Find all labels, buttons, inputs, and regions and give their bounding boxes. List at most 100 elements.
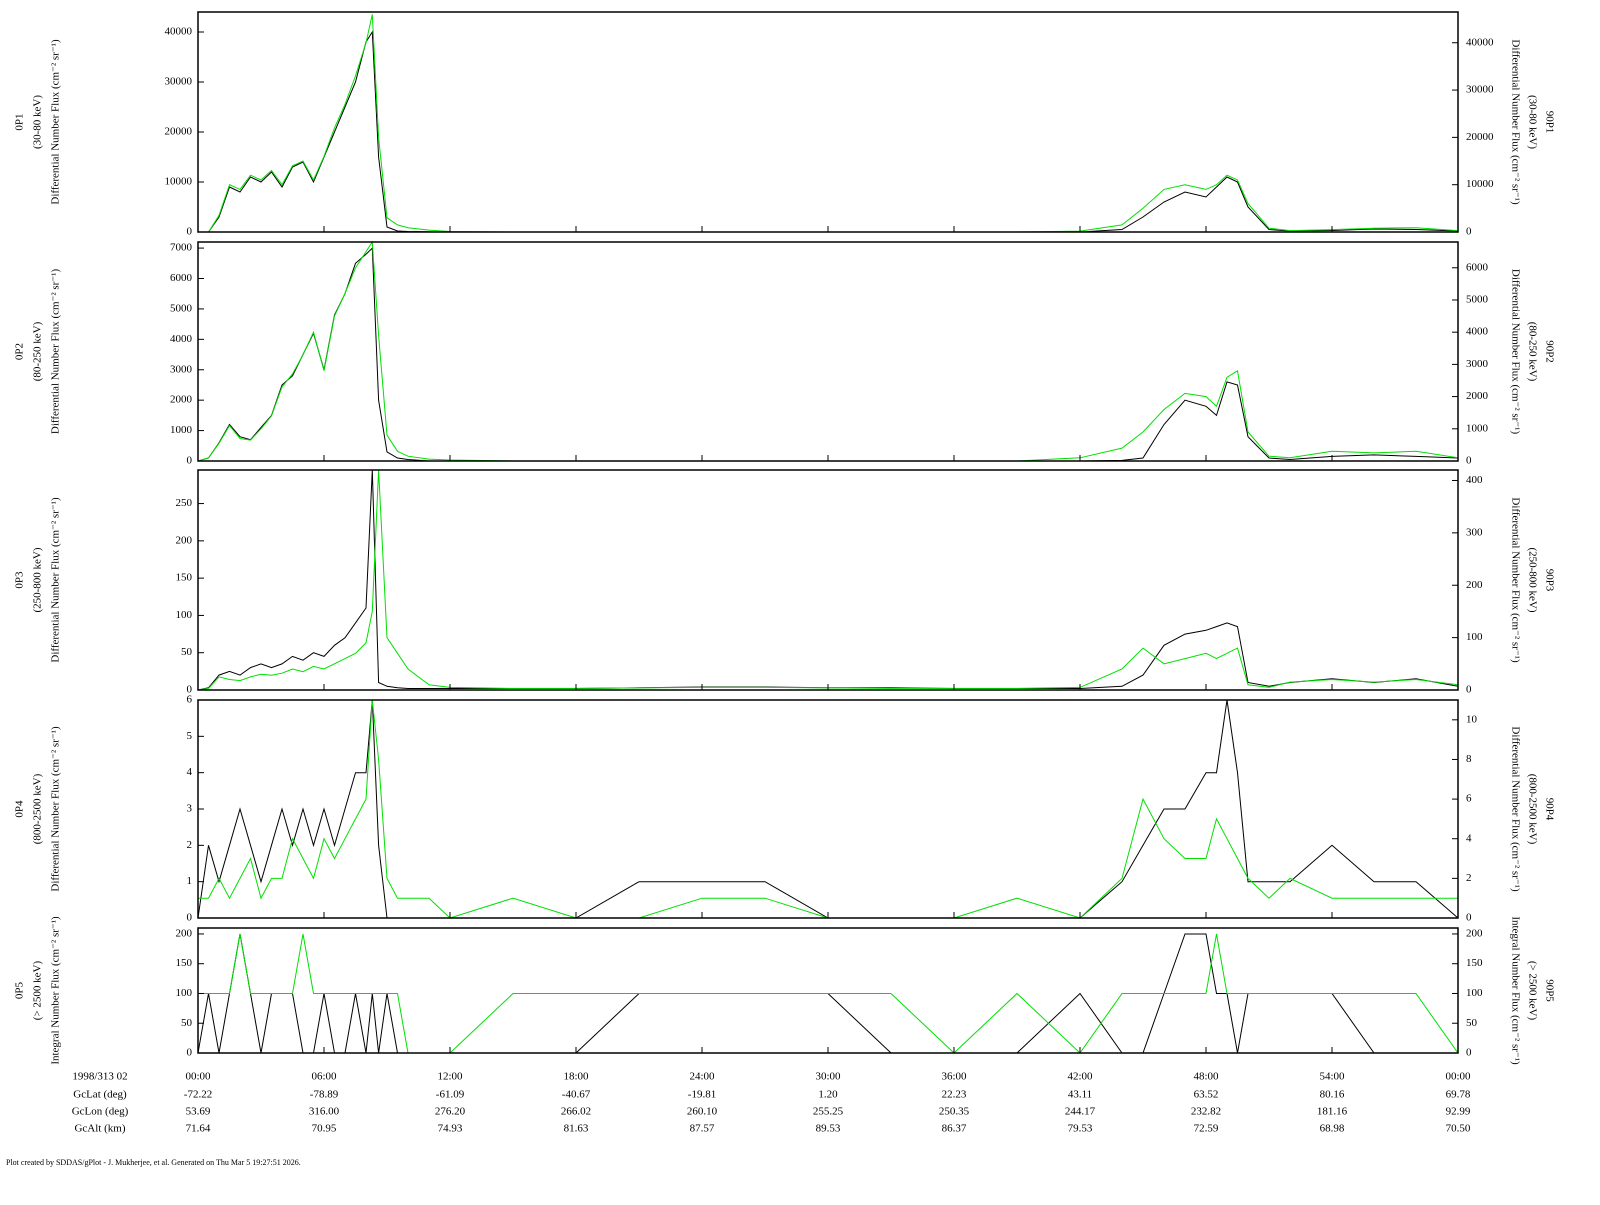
ephemeris-value: 80.16 xyxy=(1320,1089,1345,1101)
plot-frame xyxy=(197,11,1459,233)
y2-tick-label: 10000 xyxy=(1466,178,1494,190)
footer: Plot created by SDDAS/gPlot - J. Mukherj… xyxy=(6,1158,301,1167)
ephemeris-label: GcAlt (km) xyxy=(74,1123,125,1135)
y-tick-label: 3 xyxy=(187,803,193,815)
y-axis-label: (80-250 keV) xyxy=(32,321,44,381)
plot-frame xyxy=(197,241,1459,462)
y2-tick-label: 0 xyxy=(1466,226,1472,238)
ephemeris-value: 22.23 xyxy=(942,1089,967,1101)
ephemeris-value: 43.11 xyxy=(1068,1089,1092,1101)
y-axis-label: Differential Number Flux (cm⁻² sr⁻¹) xyxy=(50,269,62,435)
y-tick-label: 150 xyxy=(176,957,193,969)
y-tick-label: 5000 xyxy=(170,302,193,314)
x-tick-label: 30:00 xyxy=(815,1071,841,1083)
y-axis-label: (800-2500 keV) xyxy=(32,773,44,844)
y2-axis-label: 90P3 xyxy=(1543,569,1555,592)
ephemeris-value: 232.82 xyxy=(1191,1106,1221,1118)
y-tick-label: 20000 xyxy=(165,126,193,138)
y-tick-label: 1 xyxy=(187,875,193,887)
ephemeris-value: 255.25 xyxy=(813,1106,844,1118)
ephemeris-value: 81.63 xyxy=(564,1123,589,1135)
y-tick-label: 30000 xyxy=(165,76,193,88)
ephemeris-value: 181.16 xyxy=(1317,1106,1348,1118)
x-tick-label: 54:00 xyxy=(1319,1071,1345,1083)
ephemeris-value: 87.57 xyxy=(690,1123,715,1135)
ephemeris-value: 53.69 xyxy=(186,1106,211,1118)
y2-tick-label: 40000 xyxy=(1466,36,1494,48)
y2-tick-label: 0 xyxy=(1466,455,1472,467)
y-axis-label: (30-80 keV) xyxy=(32,95,44,149)
y2-tick-label: 30000 xyxy=(1466,84,1494,96)
ephemeris-value: 79.53 xyxy=(1068,1123,1093,1135)
y2-axis-label: 90P1 xyxy=(1543,111,1555,134)
y-tick-label: 2 xyxy=(187,839,193,851)
ephemeris-value: 72.59 xyxy=(1194,1123,1219,1135)
y-axis-label: 0P1 xyxy=(14,113,26,130)
series-line xyxy=(198,933,1458,1053)
x-tick-label: 06:00 xyxy=(311,1071,337,1083)
x-axis-label: 1998/313 02 xyxy=(72,1071,127,1083)
series-line xyxy=(198,699,1458,918)
y-tick-label: 200 xyxy=(176,534,193,546)
ephemeris-value: 266.02 xyxy=(561,1106,591,1118)
y2-tick-label: 8 xyxy=(1466,753,1472,765)
x-tick-label: 48:00 xyxy=(1193,1071,1219,1083)
ephemeris-label: GcLon (deg) xyxy=(72,1106,129,1118)
y2-axis-label: Differential Number Flux (cm⁻² sr⁻¹) xyxy=(1509,726,1521,892)
y-axis-label: 0P5 xyxy=(14,981,26,999)
y2-axis-label: 90P5 xyxy=(1543,979,1555,1002)
y2-axis-label: Differential Number Flux (cm⁻² sr⁻¹) xyxy=(1509,39,1521,205)
y2-tick-label: 400 xyxy=(1466,474,1483,486)
x-tick-label: 36:00 xyxy=(941,1071,967,1083)
y-axis-label: Integral Number Flux (cm⁻² sr⁻¹) xyxy=(50,916,62,1065)
y-tick-label: 200 xyxy=(176,927,193,939)
series-line xyxy=(198,240,1458,461)
y-axis-label: Differential Number Flux (cm⁻² sr⁻¹) xyxy=(50,497,62,663)
y-tick-label: 1000 xyxy=(170,424,193,436)
ephemeris-value: 92.99 xyxy=(1446,1106,1471,1118)
y-tick-label: 0 xyxy=(187,1047,193,1059)
ephemeris-value: -61.09 xyxy=(436,1089,465,1101)
series-line xyxy=(198,246,1458,461)
y2-tick-label: 50 xyxy=(1466,1017,1478,1029)
y2-tick-label: 4 xyxy=(1466,832,1472,844)
y2-tick-label: 0 xyxy=(1466,684,1472,696)
y2-tick-label: 200 xyxy=(1466,579,1483,591)
y2-axis-label: 90P2 xyxy=(1543,340,1555,363)
y-tick-label: 50 xyxy=(181,1017,193,1029)
ephemeris-value: -78.89 xyxy=(310,1089,339,1101)
y2-tick-label: 300 xyxy=(1466,526,1483,538)
y2-tick-label: 100 xyxy=(1466,631,1483,643)
y2-tick-label: 20000 xyxy=(1466,131,1494,143)
y2-axis-label: Integral Number Flux (cm⁻² sr⁻¹) xyxy=(1509,916,1521,1065)
ephemeris-value: 244.17 xyxy=(1065,1106,1096,1118)
y-tick-label: 3000 xyxy=(170,363,193,375)
y2-axis-label: (30-80 keV) xyxy=(1526,95,1538,149)
y-axis-label: (250-800 keV) xyxy=(32,547,44,612)
ephemeris-value: -40.67 xyxy=(562,1089,591,1101)
ephemeris-value: 89.53 xyxy=(816,1123,841,1135)
y2-tick-label: 4000 xyxy=(1466,326,1489,338)
ephemeris-value: 250.35 xyxy=(939,1106,970,1118)
series-line xyxy=(198,469,1458,690)
x-tick-label: 12:00 xyxy=(437,1071,463,1083)
plot-frame xyxy=(197,699,1459,919)
ephemeris-value: 86.37 xyxy=(942,1123,967,1135)
y2-tick-label: 0 xyxy=(1466,912,1472,924)
y-axis-label: Differential Number Flux (cm⁻² sr⁻¹) xyxy=(50,726,62,892)
y2-tick-label: 1000 xyxy=(1466,422,1489,434)
y2-tick-label: 6 xyxy=(1466,793,1472,805)
ephemeris-value: 70.50 xyxy=(1446,1123,1471,1135)
series-line xyxy=(198,14,1458,232)
y-axis-label: 0P4 xyxy=(14,800,26,818)
y-tick-label: 7000 xyxy=(170,242,193,254)
series-line xyxy=(198,30,1458,232)
ephemeris-value: 74.93 xyxy=(438,1123,463,1135)
y-axis-label: 0P3 xyxy=(14,571,26,589)
ephemeris-value: 1.20 xyxy=(818,1089,838,1101)
y2-axis-label: 90P4 xyxy=(1543,798,1555,821)
y-tick-label: 6000 xyxy=(170,272,193,284)
plot-frame xyxy=(197,469,1459,691)
ephemeris-value: 69.78 xyxy=(1446,1089,1471,1101)
